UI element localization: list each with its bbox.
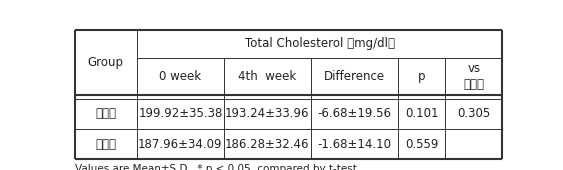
Text: 대조군: 대조군	[95, 138, 117, 151]
Text: -6.68±19.56: -6.68±19.56	[318, 107, 391, 121]
Text: 0.559: 0.559	[405, 138, 438, 151]
Text: Difference: Difference	[324, 70, 385, 83]
Text: 0.101: 0.101	[405, 107, 438, 121]
Text: Values are Mean±S.D.  * p < 0.05, compared by t-test: Values are Mean±S.D. * p < 0.05, compare…	[75, 164, 356, 170]
Text: 0.305: 0.305	[457, 107, 490, 121]
Text: p: p	[418, 70, 425, 83]
Text: Total Cholesterol （mg/dl）: Total Cholesterol （mg/dl）	[244, 37, 395, 50]
Text: 193.24±33.96: 193.24±33.96	[225, 107, 310, 121]
Text: 4th  week: 4th week	[238, 70, 297, 83]
Text: 186.28±32.46: 186.28±32.46	[225, 138, 310, 151]
Text: 시험군: 시험군	[95, 107, 117, 121]
Text: 199.92±35.38: 199.92±35.38	[138, 107, 222, 121]
Text: -1.68±14.10: -1.68±14.10	[318, 138, 391, 151]
Text: 187.96±34.09: 187.96±34.09	[138, 138, 222, 151]
Text: vs
대조군: vs 대조군	[463, 62, 484, 91]
Text: Group: Group	[88, 56, 124, 69]
Text: 0 week: 0 week	[159, 70, 202, 83]
